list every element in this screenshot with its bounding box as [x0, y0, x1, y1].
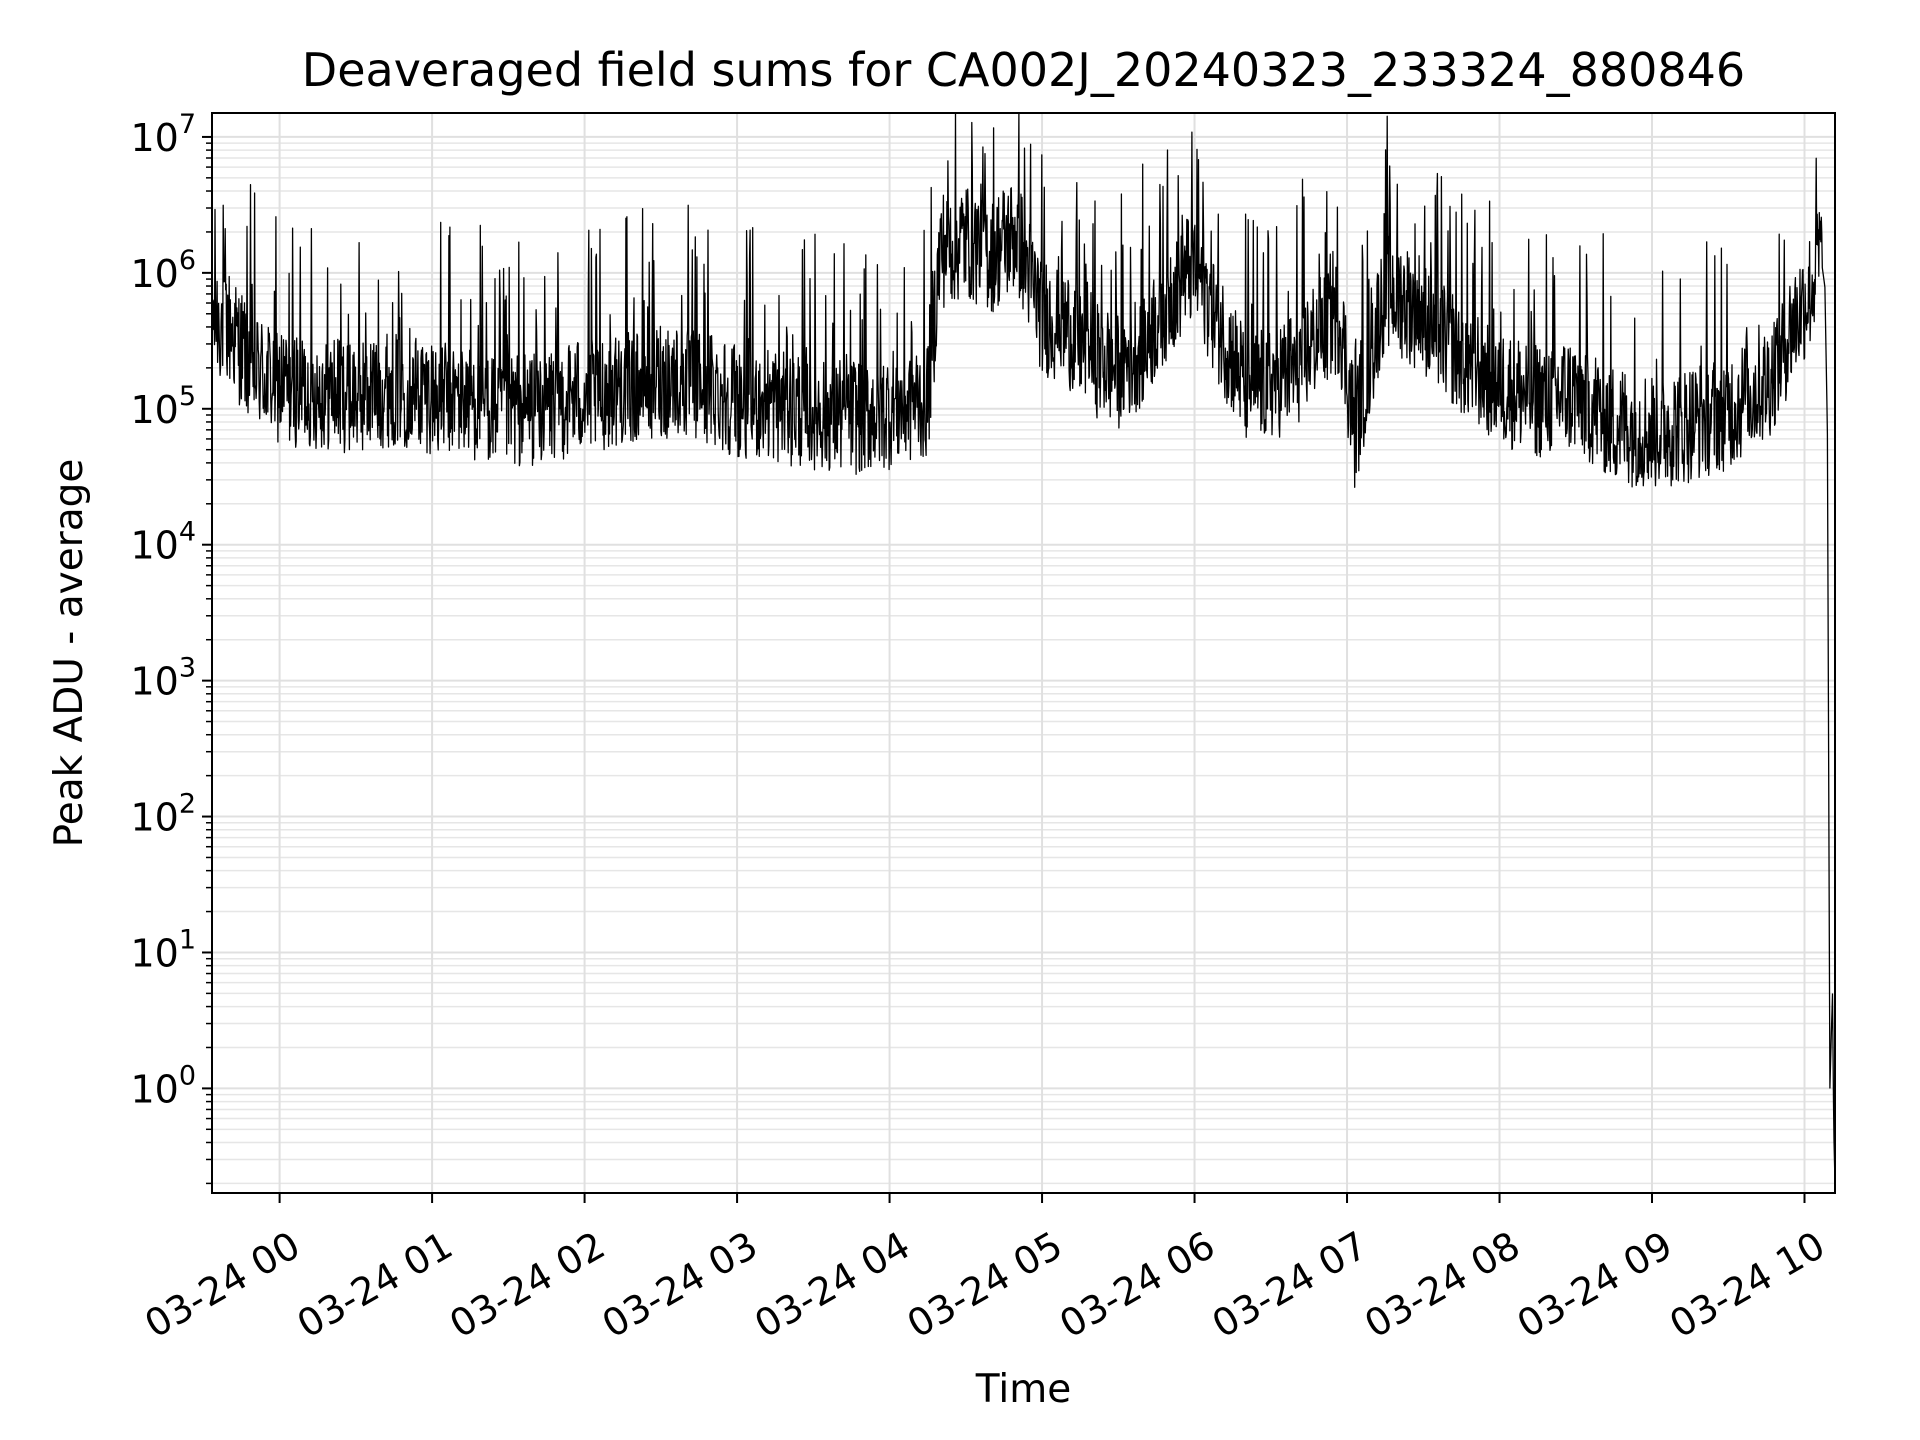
- series-layer: [211, 112, 1836, 1184]
- y-axis-label: Peak ADU - average: [47, 459, 92, 848]
- y-tick-label: 105: [130, 381, 196, 432]
- y-tick-label: 107: [130, 109, 196, 160]
- y-tick-label: 104: [130, 517, 196, 568]
- data-line: [211, 112, 1836, 1184]
- y-tick-label: 106: [130, 245, 196, 296]
- plot-frame: [211, 112, 1836, 1194]
- y-tick-label: 101: [130, 924, 196, 975]
- y-tick-label: 102: [130, 789, 196, 840]
- y-tick-label: 103: [130, 653, 196, 704]
- chart-title: Deaveraged field sums for CA002J_2024032…: [302, 43, 1745, 97]
- x-axis-label: Time: [975, 1367, 1071, 1412]
- y-tick-label: 100: [130, 1060, 196, 1111]
